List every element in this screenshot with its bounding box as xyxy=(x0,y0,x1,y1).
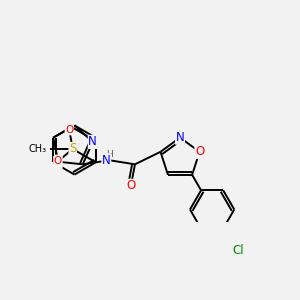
Text: Cl: Cl xyxy=(233,244,244,257)
Text: N: N xyxy=(88,135,97,148)
Text: H: H xyxy=(106,150,113,159)
Text: O: O xyxy=(126,179,136,192)
Text: O: O xyxy=(195,145,204,158)
Text: S: S xyxy=(69,142,76,155)
Text: CH₃: CH₃ xyxy=(29,144,47,154)
Text: N: N xyxy=(102,154,111,167)
Text: O: O xyxy=(54,157,62,166)
Text: O: O xyxy=(65,125,74,135)
Text: S: S xyxy=(55,155,62,168)
Text: N: N xyxy=(176,131,184,144)
